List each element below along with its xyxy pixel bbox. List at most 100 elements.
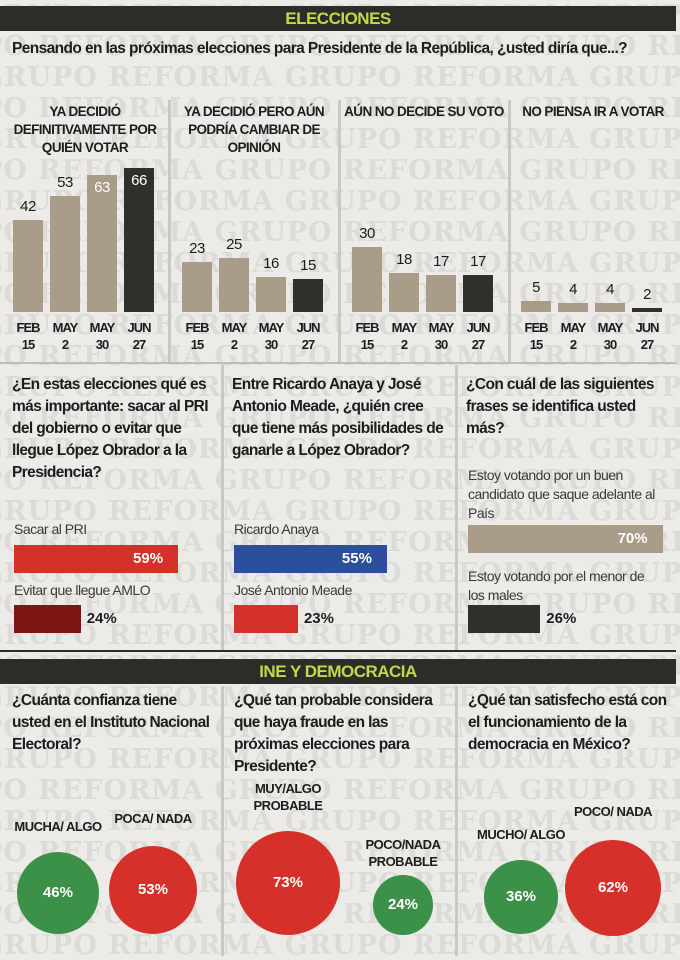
bubble: 73%	[235, 830, 341, 936]
bar-label: Ricardo Anaya	[234, 521, 319, 537]
date-label: MAY 30	[89, 320, 116, 352]
bubble: 36%	[484, 860, 558, 934]
main-question: Pensando en las próximas elecciones para…	[12, 40, 628, 57]
bar	[234, 545, 387, 573]
question: Entre Ricardo Anaya y José Antonio Meade…	[232, 376, 444, 459]
bar	[468, 605, 541, 633]
bar-value-label: 18	[396, 250, 412, 268]
date-label: MAY 30	[428, 320, 455, 352]
divider	[338, 100, 341, 362]
bar-value-label: 16	[263, 255, 279, 273]
bar	[558, 303, 588, 312]
bar	[632, 307, 662, 312]
bubble-label: POCO/NADA PROBABLE	[365, 837, 441, 869]
bar-value-label: 15	[300, 257, 316, 275]
bubble-label: MUCHO/ ALGO	[477, 827, 565, 842]
bar-value-label: 17	[470, 252, 486, 270]
bar-label: Estoy votando por un buen candidato que …	[468, 467, 655, 521]
divider	[221, 686, 224, 956]
bubble: 46%	[16, 851, 100, 935]
panel-title: NO PIENSA IR A VOTAR	[522, 104, 664, 119]
bar-value-label: 4	[606, 281, 614, 299]
bar-value-label: 63	[94, 178, 110, 196]
date-label: JUN 27	[296, 320, 320, 352]
bar	[124, 168, 154, 312]
question: ¿Cuánta confianza tiene usted en el Inst…	[12, 692, 210, 753]
bar	[14, 545, 179, 573]
date-label: MAY 2	[560, 320, 587, 352]
date-label: FEB 15	[185, 320, 210, 352]
bubble-label: POCO/ NADA	[573, 804, 653, 819]
bar	[256, 277, 286, 312]
bar-label: Evitar que llegue AMLO	[14, 582, 151, 598]
date-label: MAY 30	[258, 320, 285, 352]
bar-value-label: 24%	[86, 610, 117, 627]
divider	[221, 365, 224, 650]
bar	[219, 257, 249, 312]
bubble-label: MUY/ALGO PROBABLE	[253, 781, 323, 813]
date-label: FEB 15	[355, 320, 380, 352]
bar-value-label: 2	[643, 285, 651, 303]
date-label: MAY 2	[221, 320, 248, 352]
question: ¿Qué tan satisfecho está con el funciona…	[468, 692, 667, 753]
question: ¿Con cuál de las siguientes frases se id…	[466, 376, 655, 437]
bar-value-label: 55%	[341, 550, 372, 567]
bar-value-label: 30	[359, 224, 375, 242]
bar	[13, 220, 43, 312]
date-label: JUN 27	[635, 320, 659, 352]
section-header-elecciones: ELECCIONES	[0, 6, 676, 31]
bar	[182, 261, 212, 312]
divider	[0, 362, 676, 364]
divider	[455, 365, 458, 650]
bubble-label: MUCHA/ ALGO	[14, 819, 102, 834]
bubble: 53%	[108, 845, 198, 935]
divider	[168, 100, 171, 362]
bar-value-label: 23	[189, 239, 205, 257]
bar-value-label: 17	[433, 252, 449, 270]
bubble: 24%	[373, 875, 433, 935]
bar	[50, 196, 80, 312]
bar	[521, 301, 551, 312]
bar-value-label: 59%	[133, 550, 164, 567]
date-label: JUN 27	[466, 320, 490, 352]
bar	[463, 274, 493, 312]
bar-value-label: 66	[131, 172, 147, 190]
bar-value-label: 42	[20, 198, 36, 216]
bar	[14, 605, 81, 633]
bar-label: Estoy votando por el menor de los males	[468, 568, 645, 603]
bar-value-label: 5	[532, 279, 540, 297]
watermark-row: GRUPO REFORMA GRUPO REFORMA GRUPO REFORM…	[0, 62, 680, 93]
date-label: MAY 2	[52, 320, 79, 352]
bar	[595, 303, 625, 312]
bar	[389, 272, 419, 312]
date-label: JUN 27	[127, 320, 151, 352]
panel-title: AÚN NO DECIDE SU VOTO	[344, 104, 504, 119]
divider	[455, 686, 458, 956]
divider	[508, 100, 511, 362]
date-label: MAY 30	[597, 320, 624, 352]
date-label: MAY 2	[391, 320, 418, 352]
question: ¿En estas elecciones qué es más importan…	[12, 376, 209, 481]
panel-title: YA DECIDIÓ PERO AÚN PODRÍA CAMBIAR DE OP…	[183, 104, 325, 155]
bar	[352, 246, 382, 312]
panel-title: YA DECIDIÓ DEFINITIVAMENTE POR QUIÉN VOT…	[13, 104, 157, 155]
section-header-ine: INE Y DEMOCRACIA	[0, 659, 676, 684]
bar-label: José Antonio Meade	[234, 582, 352, 598]
bar-value-label: 4	[569, 281, 577, 299]
bar-value-label: 53	[57, 174, 73, 192]
bar-value-label: 23%	[303, 610, 334, 627]
bubble: 62%	[564, 839, 662, 937]
divider	[0, 650, 676, 652]
bar	[468, 525, 663, 553]
question: ¿Qué tan probable considera que haya fra…	[234, 692, 433, 775]
bar	[293, 279, 323, 312]
date-label: FEB 15	[16, 320, 41, 352]
bar	[234, 605, 298, 633]
bar-label: Sacar al PRI	[14, 521, 87, 537]
bar-value-label: 25	[226, 235, 242, 253]
watermark-row: GRUPO REFORMA GRUPO REFORMA GRUPO REFORM…	[0, 775, 680, 806]
bar-value-label: 26%	[546, 610, 577, 627]
bar	[426, 274, 456, 312]
date-label: FEB 15	[524, 320, 549, 352]
bar-value-label: 70%	[617, 530, 648, 547]
